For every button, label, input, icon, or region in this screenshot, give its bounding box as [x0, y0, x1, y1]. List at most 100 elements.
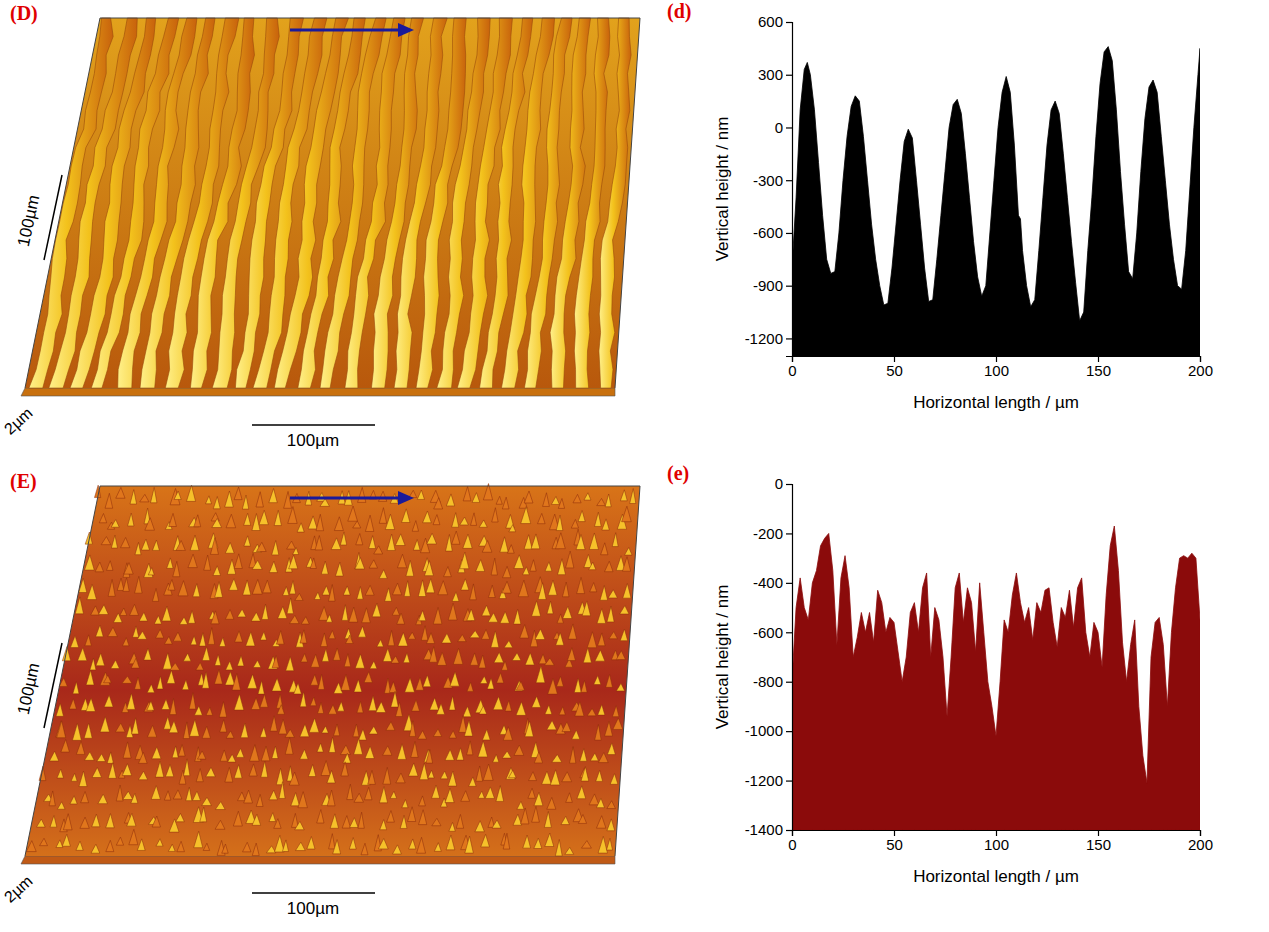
surface-spike — [269, 813, 276, 822]
surface-spike — [199, 633, 205, 646]
surface-spike — [386, 722, 395, 731]
surface-spike — [164, 636, 172, 644]
surface-spike — [342, 605, 348, 621]
surface-spike — [487, 678, 494, 689]
surface-spike — [595, 724, 602, 740]
surface-spike — [137, 839, 145, 851]
surface-spike — [186, 485, 195, 501]
surface-spike — [334, 724, 340, 736]
surface-spike — [167, 558, 173, 568]
surface-spike — [412, 521, 418, 532]
surface-spike — [307, 836, 315, 849]
surface-spike — [212, 518, 222, 527]
surface-spike — [123, 791, 133, 799]
surface-spike — [536, 666, 545, 683]
tick-label: 0 — [788, 836, 796, 853]
scale-bar — [252, 424, 375, 426]
surface-spike — [321, 633, 328, 647]
surface-spike — [426, 633, 434, 644]
surface-spike — [479, 706, 487, 714]
surface-spike — [534, 752, 542, 763]
surface-spike — [575, 702, 584, 716]
surface-spike — [319, 607, 329, 621]
surface-spike — [576, 534, 585, 549]
surface-spike — [155, 761, 163, 777]
surface-spike — [383, 648, 392, 661]
surface-spike — [310, 697, 316, 706]
surface-spike — [433, 729, 441, 737]
surface-spike — [291, 792, 300, 805]
surface-spike — [492, 820, 501, 828]
surface-spike — [452, 592, 459, 602]
surface-spike — [101, 537, 111, 545]
surface-spike — [108, 579, 115, 596]
surface-spike — [594, 676, 601, 685]
surface-spike — [308, 764, 315, 776]
surface-spike — [413, 539, 420, 550]
y-axis-line — [786, 23, 793, 357]
surface-spike — [507, 545, 514, 554]
surface-spike — [446, 534, 453, 551]
surface-spike — [341, 762, 348, 776]
surface-spike — [252, 560, 262, 569]
surface-spike — [353, 521, 361, 528]
tick: -200 — [753, 525, 792, 542]
surface-spike — [202, 672, 209, 688]
surface-spike — [202, 647, 210, 661]
tick-mark — [786, 180, 792, 181]
surface-spike — [440, 771, 447, 779]
surface-spike — [261, 761, 268, 777]
surface-spike — [559, 707, 565, 715]
surface-spike — [333, 840, 341, 854]
surface-spike — [372, 603, 381, 617]
tick: 50 — [886, 356, 903, 379]
surface-spike — [269, 561, 277, 572]
surface-spike — [409, 721, 415, 737]
surface-spike — [452, 513, 459, 528]
surface-spike — [357, 586, 363, 599]
surface-spike — [173, 561, 180, 576]
surface-spike — [361, 843, 368, 855]
surface-spike — [349, 607, 358, 622]
surface-spike — [173, 790, 182, 799]
surface-spike — [587, 632, 596, 648]
surface-spike — [202, 726, 210, 738]
surface-spike — [469, 777, 476, 786]
surface-spike — [356, 533, 363, 544]
surface-spike — [234, 765, 242, 779]
direction-arrow-head — [398, 491, 414, 505]
tick-mark — [786, 286, 792, 287]
surface-spike — [482, 541, 492, 553]
surface-spike — [148, 568, 154, 575]
surface-spike — [57, 769, 64, 778]
surface-spike — [502, 497, 509, 509]
surface-spike — [295, 593, 303, 600]
surface-spike — [623, 583, 631, 598]
surface-spike — [590, 753, 598, 761]
surface-spike — [165, 764, 173, 776]
tick: -600 — [753, 624, 792, 641]
direction-arrow — [290, 497, 400, 500]
surface-spike — [329, 834, 335, 849]
surface-spike — [380, 819, 387, 829]
tick-label: 200 — [1188, 836, 1213, 853]
surface-spike — [353, 724, 359, 737]
surface-spike — [377, 640, 384, 647]
surface-spike — [107, 561, 113, 571]
surface-spike — [518, 580, 528, 596]
surface-spike — [521, 507, 531, 524]
surface-spike — [584, 493, 591, 500]
surface-spike — [418, 610, 425, 620]
surface-spike — [357, 701, 363, 712]
surface-spike — [141, 539, 149, 550]
surface-spike — [496, 786, 504, 802]
surface-spike — [502, 581, 511, 593]
surface-spike — [95, 562, 103, 572]
surface-spike — [100, 717, 109, 732]
surface-spike — [612, 533, 618, 547]
x-axis-title: Horizontal length / µm — [913, 867, 1079, 886]
surface-spike — [300, 692, 306, 707]
panel-label: (e) — [667, 462, 689, 485]
surface-spike — [408, 807, 416, 822]
surface-spike — [388, 630, 395, 645]
